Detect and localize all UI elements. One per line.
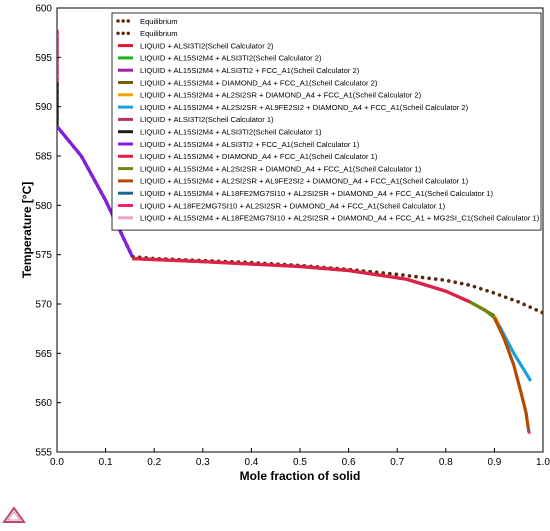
x-tick-label: 0.7	[390, 457, 404, 468]
legend-label: LIQUID + AL15SI2M4 + ALSI3TI2 + FCC_A1(S…	[140, 66, 360, 75]
legend-label: LIQUID + AL18FE2MG7SI10 + AL2SI2SR + DIA…	[140, 201, 446, 210]
y-tick-label: 600	[35, 4, 52, 15]
y-tick-label: 570	[35, 300, 52, 311]
series-line-15	[527, 430, 531, 434]
legend: Equilibrium Equilibrium LIQUID + ALSI3TI2(…	[111, 12, 542, 231]
series-line-14	[526, 428, 531, 432]
legend-label: LIQUID + ALSI3TI2(Scheil Calculator 2)	[140, 41, 274, 50]
legend-label: LIQUID + AL15SI2M4 + AL2SI2SR + AL9FE2SI…	[140, 177, 469, 186]
series-line-11	[132, 257, 471, 304]
x-tick-label: 0.9	[487, 457, 501, 468]
x-tick-label: 0.1	[99, 457, 113, 468]
y-tick-label: 595	[35, 53, 52, 64]
legend-label: LIQUID + AL15SI2M4 + DIAMOND_A4 + FCC_A1…	[140, 152, 378, 161]
y-tick-label: 580	[35, 201, 52, 212]
legend-label: LIQUID + AL15SI2M4 + AL18FE2MG7SI10 + AL…	[140, 189, 494, 198]
thermo-calc-logo	[2, 506, 26, 523]
series-line-16	[528, 432, 532, 435]
x-tick-label: 0.0	[50, 457, 64, 468]
x-tick-label: 0.2	[147, 457, 161, 468]
y-tick-label: 575	[35, 250, 52, 261]
legend-label: LIQUID + AL15SI2M4 + AL2SI2SR + DIAMOND_…	[140, 91, 422, 100]
legend-label: LIQUID + ALSI3TI2(Scheil Calculator 1)	[140, 115, 274, 124]
y-tick-label: 590	[35, 102, 52, 113]
legend-label: LIQUID + AL15SI2M4 + ALSI3TI2 + FCC_A1(S…	[140, 140, 360, 149]
legend-label: LIQUID + AL15SI2M4 + AL18FE2MG7SI10 + AL…	[140, 214, 540, 223]
x-axis-title: Mole fraction of solid	[240, 469, 361, 483]
y-axis-title: Temperature [°C]	[20, 182, 34, 279]
legend-label: LIQUID + AL15SI2M4 + AL2SI2SR + DIAMOND_…	[140, 164, 422, 173]
x-tick-label: 1.0	[536, 457, 550, 468]
legend-label: Equilibrium	[140, 29, 178, 38]
x-tick-label: 0.6	[342, 457, 356, 468]
legend-label: LIQUID + AL15SI2M4 + AL2SI2SR + AL9FE2SI…	[140, 103, 469, 112]
series-line-0	[57, 124, 543, 315]
y-tick-label: 585	[35, 152, 52, 163]
series-line-13	[492, 317, 530, 430]
x-tick-label: 0.8	[439, 457, 453, 468]
axis-layer: 0.0 0.1 0.2 0.3 0.4 0.5 0.6 0.7 0.8 0.9 1.0 555 560 5…	[35, 4, 550, 469]
legend-label: LIQUID + AL15SI2M4 + DIAMOND_A4 + FCC_A1…	[140, 78, 378, 87]
series-line-12	[469, 300, 496, 320]
y-tick-label: 565	[35, 349, 52, 360]
legend-label: Equilibrium	[140, 17, 178, 26]
x-tick-label: 0.4	[244, 457, 258, 468]
legend-label: LIQUID + AL15SI2M4 + ALSI3TI2(Scheil Cal…	[140, 54, 322, 63]
y-tick-label: 555	[35, 448, 52, 459]
x-tick-label: 0.3	[196, 457, 210, 468]
y-tick-label: 560	[35, 398, 52, 409]
legend-label: LIQUID + AL15SI2M4 + ALSI3TI2(Scheil Cal…	[140, 128, 322, 137]
x-tick-label: 0.5	[293, 457, 307, 468]
legend-box	[111, 12, 542, 231]
